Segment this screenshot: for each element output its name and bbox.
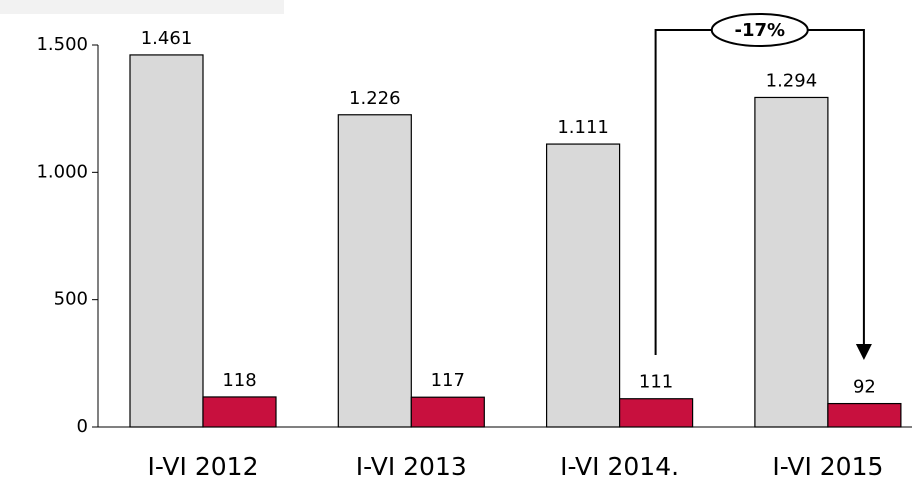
y-tick-label: 1.500 xyxy=(36,34,88,55)
y-tick-label: 1.000 xyxy=(36,161,88,182)
bar xyxy=(545,143,621,428)
header-strip xyxy=(0,0,284,14)
value-label: 111 xyxy=(639,372,673,393)
y-tick-label: 500 xyxy=(54,289,88,310)
annotation-bubble xyxy=(710,13,809,47)
x-tick-label: I-VI 2013 xyxy=(356,452,467,481)
value-label: 117 xyxy=(431,370,465,391)
annotation-label: -17% xyxy=(734,20,785,41)
bar xyxy=(827,402,902,428)
y-tick-label: 0 xyxy=(77,416,88,437)
bar xyxy=(618,398,694,428)
value-label: 1.461 xyxy=(141,28,193,49)
bar xyxy=(754,96,829,428)
x-tick-label: I-VI 2015 xyxy=(772,452,883,481)
value-label: 1.111 xyxy=(557,117,609,138)
value-label: 118 xyxy=(222,370,256,391)
bar xyxy=(202,396,277,428)
x-tick-label: I-VI 2012 xyxy=(148,452,259,481)
value-label: 92 xyxy=(853,377,876,398)
bar xyxy=(337,114,412,428)
arrow-head xyxy=(855,344,872,360)
value-label: 1.226 xyxy=(349,88,401,109)
x-tick-label: I-VI 2014. xyxy=(560,452,679,481)
bar xyxy=(410,396,485,428)
value-label: 1.294 xyxy=(766,70,818,91)
bar xyxy=(129,54,204,428)
